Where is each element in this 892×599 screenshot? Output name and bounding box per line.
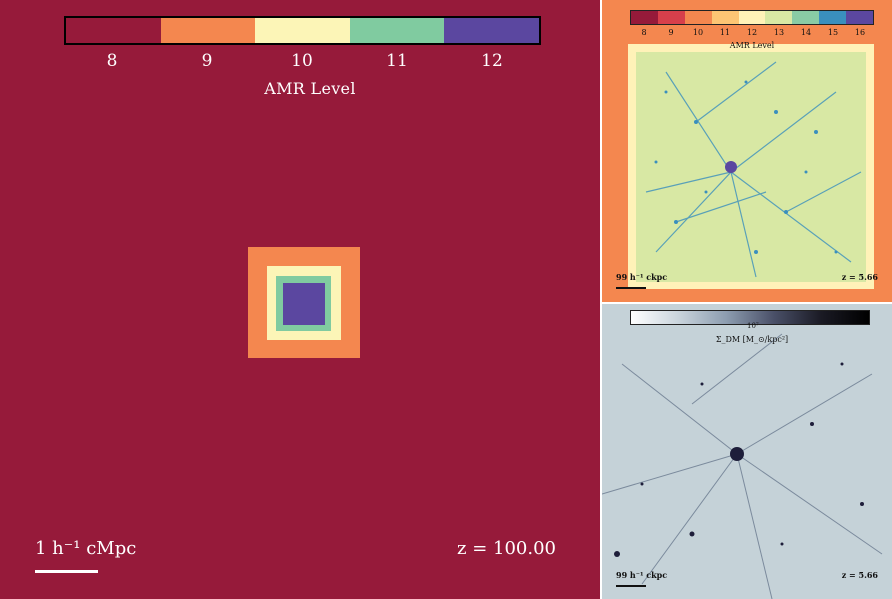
colorbar-tick: 15: [827, 28, 839, 37]
colorbar-swatch-10: [255, 18, 350, 43]
colorbar-swatch: [684, 11, 712, 24]
colorbar-swatch: [765, 11, 793, 24]
density-colorbar: [630, 310, 870, 325]
colorbar-tick: 12: [746, 28, 758, 37]
cosmic-web-structure: [645, 61, 862, 278]
colorbar-tick: 9: [201, 51, 213, 71]
colorbar-tick: 8: [641, 28, 647, 37]
colorbar-swatch-12: [444, 18, 539, 43]
scale-label: 99 h⁻¹ ckpc: [616, 272, 668, 282]
colorbar-tick: 14: [800, 28, 812, 37]
redshift-label: z = 100.00: [457, 538, 556, 559]
colorbar-tick: 10: [291, 51, 313, 71]
colorbar-swatch: [846, 11, 874, 24]
redshift-label: z = 5.66: [841, 272, 878, 282]
colorbar-tick: 9: [668, 28, 674, 37]
colorbar-tick: 13: [773, 28, 785, 37]
colorbar-tick: 11: [719, 28, 731, 37]
scale-bar: [616, 287, 646, 289]
colorbar-tick: 11: [386, 51, 408, 71]
colorbar-tick: 10: [692, 28, 704, 37]
colorbar-tick: 8: [106, 51, 118, 71]
main-colorbar: [64, 16, 541, 45]
scale-label: 1 h⁻¹ cMpc: [35, 538, 137, 559]
colorbar-tick: 10⁷: [747, 322, 759, 330]
colorbar-swatch: [711, 11, 739, 24]
main-amr-panel: 8 9 10 11 12 AMR Level 1 h⁻¹ cMpc z = 10…: [0, 0, 600, 599]
colorbar-swatch-9: [160, 18, 256, 43]
colorbar-swatch: [631, 11, 658, 24]
scale-bar: [35, 570, 98, 573]
colorbar-label: AMR Level: [264, 79, 356, 98]
bottom-right-density-panel: 10⁷ Σ_DM [M_⊙/kpc²] 99 h⁻¹ ckpc z = 5.66: [602, 304, 892, 599]
dm-density-map: [602, 333, 883, 599]
colorbar-tick: 12: [481, 51, 503, 71]
refined-region-level-11: [636, 52, 866, 282]
redshift-label: z = 5.66: [841, 570, 878, 580]
colorbar-swatch-8: [66, 18, 161, 43]
colorbar-swatch-11: [349, 18, 445, 43]
colorbar-label: Σ_DM [M_⊙/kpc²]: [715, 335, 789, 344]
colorbar-swatch: [792, 11, 820, 24]
scale-bar: [616, 585, 646, 587]
refined-region: [628, 44, 874, 289]
top-right-colorbar: [630, 10, 874, 25]
colorbar-label: AMR Level: [729, 41, 775, 50]
top-right-amr-panel: 8 9 10 11 12 13 14 15 16 AMR Level 99 h⁻…: [602, 0, 892, 302]
colorbar-swatch: [738, 11, 766, 24]
colorbar-swatch: [819, 11, 847, 24]
colorbar-swatch: [657, 11, 685, 24]
scale-label: 99 h⁻¹ ckpc: [616, 570, 668, 580]
refinement-level-12: [283, 283, 325, 325]
colorbar-tick: 16: [854, 28, 866, 37]
